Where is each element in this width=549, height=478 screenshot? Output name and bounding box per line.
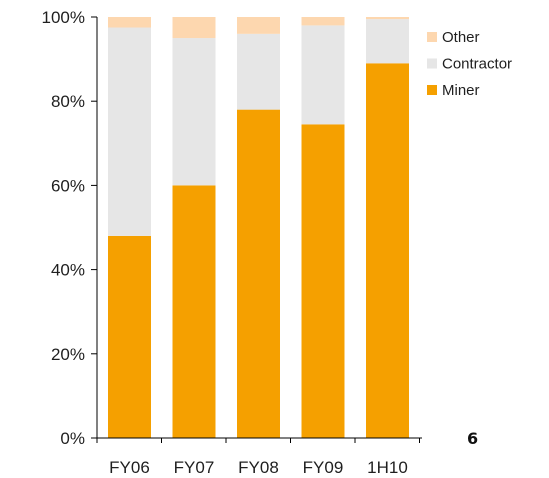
bar-miner-fy08 [237,109,280,439]
x-tick-label-1h10: 1H10 [367,458,408,477]
legend: Other Contractor Miner [427,29,512,99]
bar-contractor-1h10 [366,19,409,64]
bar-contractor-fy09 [301,25,345,125]
bar-other-fy08 [237,17,280,34]
bar-contractor-fy07 [172,38,216,186]
y-tick-label: 60% [51,176,85,195]
legend-swatch-miner [427,85,437,95]
bar-miner-1h10 [366,63,409,439]
bar-other-fy06 [108,17,151,28]
legend-swatch-other [427,32,437,42]
bar-other-1h10 [366,17,409,20]
bar-contractor-fy06 [108,27,151,236]
bar-miner-fy06 [108,235,151,438]
y-tick-label: 0% [60,429,85,448]
legend-label-other: Other [442,29,480,46]
legend-label-contractor: Contractor [442,56,512,73]
page-number: 6 [467,429,478,448]
legend-label-miner: Miner [442,82,480,99]
y-tick-label: 80% [51,92,85,111]
axes-layer: 0% 20% 40% 60% 80% 100% FY06 FY07 FY08 FY09 1H10 [42,8,422,477]
bar-other-fy09 [301,17,345,26]
bar-miner-fy09 [301,124,345,438]
y-tick-label: 20% [51,345,85,364]
y-tick-label: 40% [51,261,85,280]
bar-miner-fy07 [172,185,216,438]
bar-other-fy07 [172,17,216,39]
x-tick-label-fy06: FY06 [109,458,150,477]
bar-contractor-fy08 [237,33,280,110]
x-tick-label-fy09: FY09 [303,458,344,477]
y-tick-label: 100% [42,8,85,27]
bars-layer [108,17,409,439]
x-tick-label-fy07: FY07 [174,458,215,477]
legend-swatch-contractor [427,58,437,69]
x-tick-label-fy08: FY08 [238,458,279,477]
